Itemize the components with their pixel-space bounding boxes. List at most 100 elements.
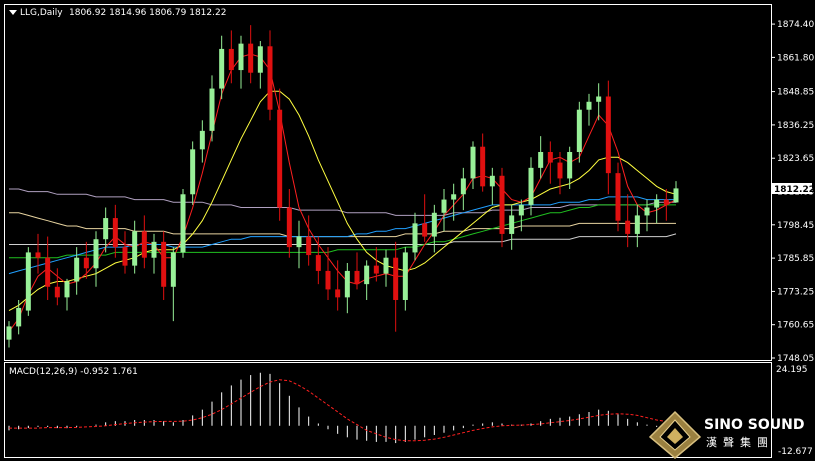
candle-up <box>132 231 138 266</box>
candle-down <box>393 257 399 300</box>
candle-up <box>219 48 225 89</box>
candle-down <box>267 46 273 110</box>
candle-up <box>509 215 515 234</box>
candle-down <box>625 220 631 234</box>
dropdown-arrow-icon[interactable] <box>9 10 17 15</box>
candle-up <box>364 265 370 285</box>
candle-up <box>576 109 582 152</box>
series-line-ma-blue <box>8 196 676 275</box>
candle-up <box>634 215 640 234</box>
sino-sound-logo: SINO SOUND 漢聲集團 <box>648 410 804 459</box>
candle-up <box>412 223 418 253</box>
macd-signal-line <box>9 379 677 442</box>
candle-up <box>6 326 12 340</box>
macd-histogram <box>8 372 677 444</box>
candle-down <box>54 286 60 298</box>
candle-up <box>199 130 205 150</box>
candle-down <box>547 151 553 163</box>
candle-down <box>277 109 283 208</box>
candle-down <box>354 270 360 285</box>
candle-up <box>383 257 389 274</box>
candle-up <box>238 43 244 71</box>
candle-up <box>16 307 22 327</box>
price-tick-label: 1874.40 <box>777 20 814 30</box>
candle-down <box>325 270 331 290</box>
candle-up <box>209 88 215 131</box>
candle-down <box>663 199 669 205</box>
price-tick-label: 1798.45 <box>777 221 814 231</box>
candle-up <box>518 204 524 216</box>
macd-top-tick: 24.195 <box>776 365 808 375</box>
candle-up <box>441 199 447 213</box>
logo-chinese-text: 漢聲集團 <box>706 435 774 449</box>
candle-up <box>64 281 70 298</box>
candle-up <box>402 252 408 300</box>
series-line-ma-yellow <box>8 90 677 312</box>
price-tick-label: 1760.65 <box>777 321 814 331</box>
candle-up <box>74 257 80 282</box>
series-line-ma-red <box>8 53 677 332</box>
candle-up <box>257 46 263 73</box>
macd-bottom-tick: -12.677 <box>778 447 813 457</box>
candlesticks <box>6 25 679 348</box>
candle-down <box>122 247 128 266</box>
moving-average-lines <box>8 53 677 332</box>
candle-down <box>422 223 428 237</box>
candle-up <box>644 207 650 216</box>
candle-up <box>431 212 437 237</box>
candle-up <box>190 149 196 195</box>
series-line-ma-purple <box>9 188 676 216</box>
ohlc-values: 1806.92 1814.96 1806.79 1812.22 <box>69 8 226 18</box>
candle-down <box>35 252 41 258</box>
price-tick-label: 1861.80 <box>777 53 814 63</box>
candle-down <box>112 218 118 248</box>
candle-up <box>93 239 99 269</box>
candle-down <box>373 265 379 274</box>
macd-label: MACD(12,26,9) -0.952 1.761 <box>9 367 138 377</box>
candle-up <box>470 146 476 179</box>
candle-down <box>306 236 312 256</box>
series-line-ma-tan <box>9 212 676 238</box>
candle-down <box>499 175 505 234</box>
price-tick-label: 1848.85 <box>777 88 814 98</box>
candle-up <box>538 151 544 168</box>
candle-down <box>228 48 234 71</box>
price-tick-label: 1785.85 <box>777 254 814 264</box>
candle-up <box>103 218 109 240</box>
candle-down <box>335 289 341 298</box>
candle-up <box>567 151 573 179</box>
price-tick-label: 1773.25 <box>777 287 814 297</box>
candle-down <box>248 43 254 73</box>
price-tick-label: 1748.05 <box>777 354 814 364</box>
current-price-label: 1812.22 <box>774 185 815 195</box>
candle-up <box>180 194 186 253</box>
candle-down <box>45 257 51 287</box>
candle-down <box>141 231 147 258</box>
candle-up <box>654 199 660 208</box>
candle-up <box>673 188 679 203</box>
candle-up <box>451 194 457 200</box>
candle-up <box>296 236 302 248</box>
price-tick-label: 1836.25 <box>777 121 814 131</box>
candle-up <box>344 270 350 298</box>
candle-down <box>83 257 89 269</box>
macd-panel-frame <box>4 362 772 458</box>
candle-down <box>315 255 321 271</box>
candle-up <box>528 167 534 205</box>
candle-down <box>286 207 292 248</box>
candle-up <box>596 96 602 102</box>
series-line-ma-green <box>9 204 676 259</box>
price-tick-label: 1823.65 <box>777 154 814 164</box>
candle-up <box>489 175 495 187</box>
series-line-ma-gray <box>9 233 677 245</box>
logo-brand-text: SINO SOUND <box>704 417 804 433</box>
candle-down <box>605 96 611 174</box>
candle-up <box>25 252 31 311</box>
candle-up <box>460 178 466 195</box>
current-price-marker: 1812.22 <box>772 183 815 195</box>
candle-up <box>170 252 176 287</box>
candle-up <box>586 101 592 110</box>
chart-title: LLG,Daily <box>20 8 63 18</box>
candle-down <box>615 173 621 221</box>
